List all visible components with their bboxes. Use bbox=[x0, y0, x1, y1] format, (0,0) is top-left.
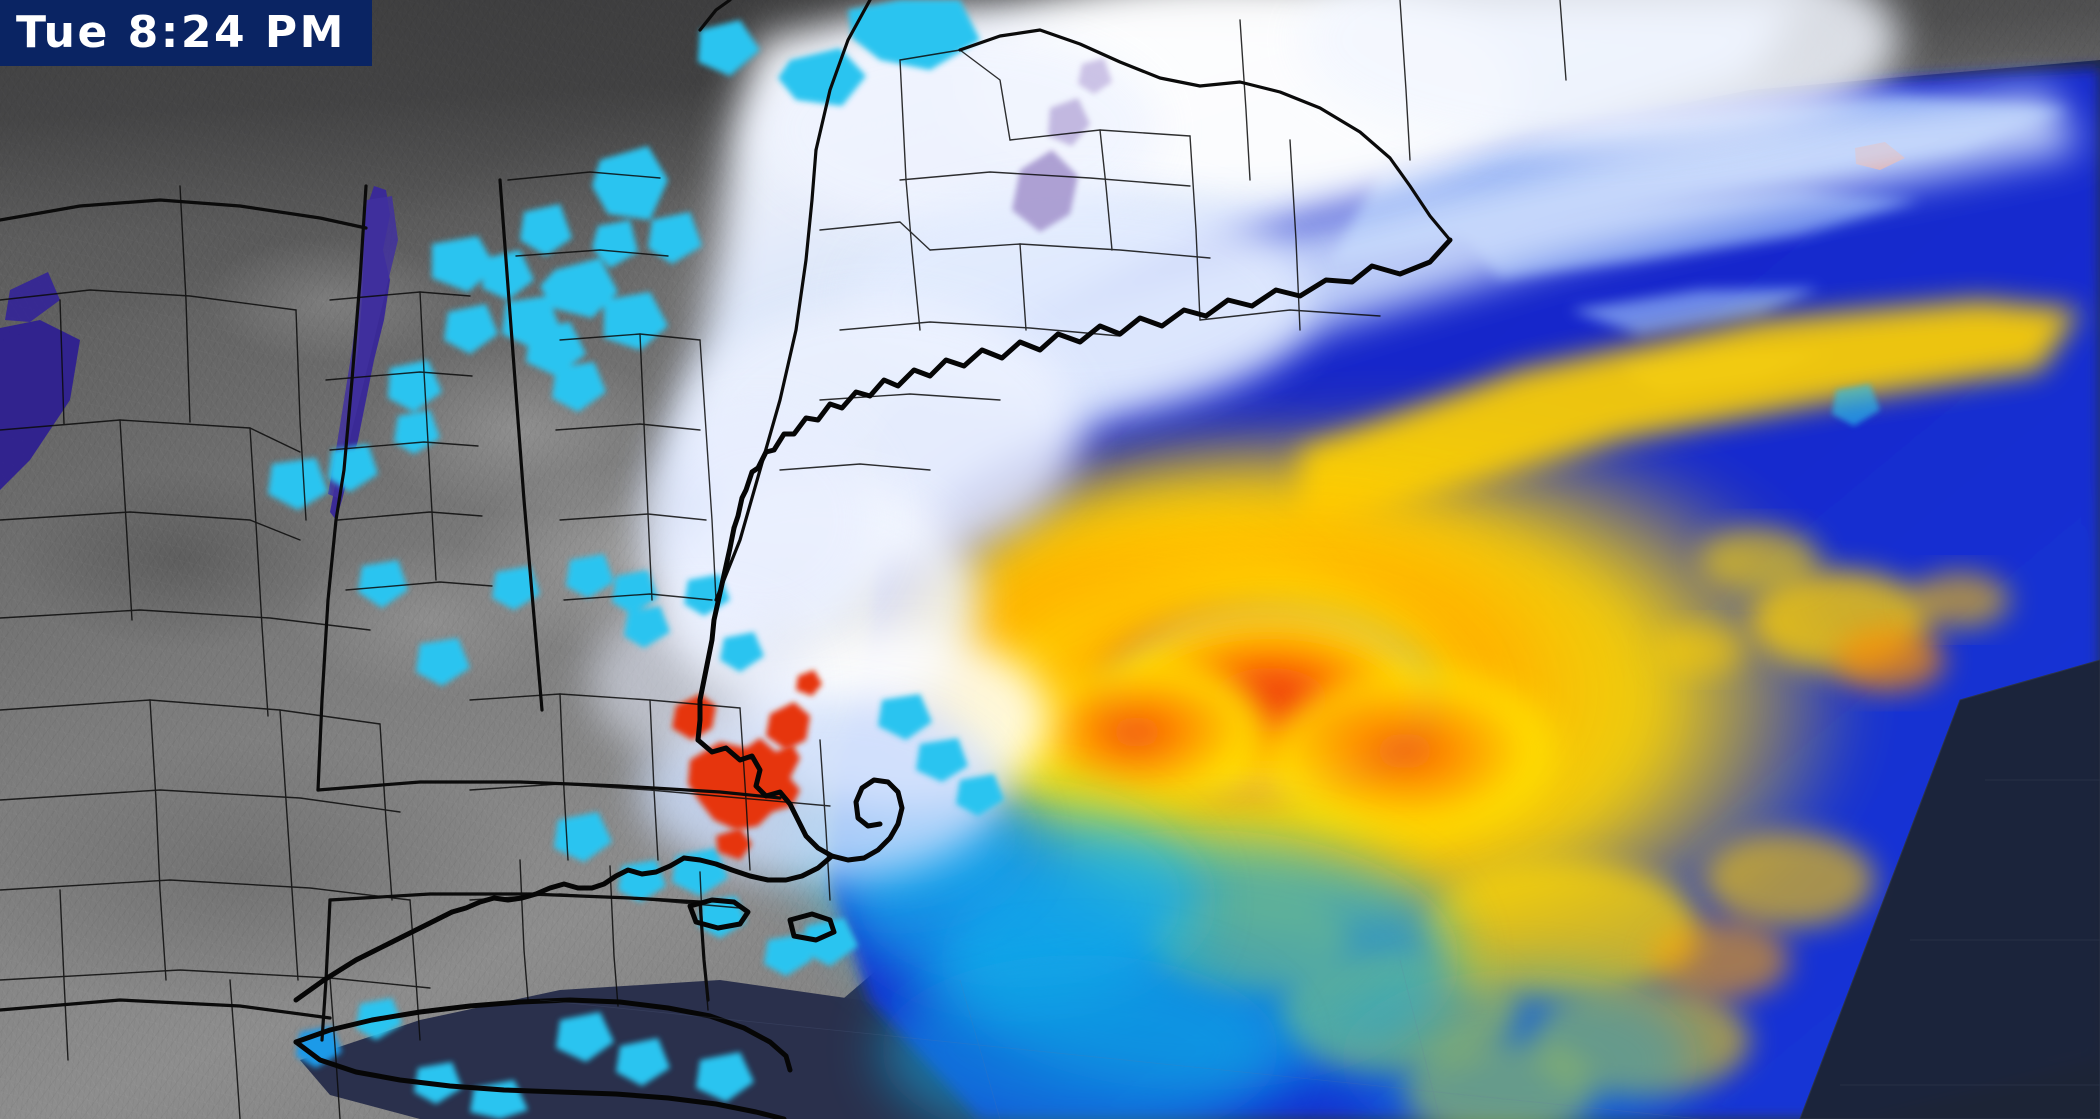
lake-ontario bbox=[0, 320, 80, 490]
radar-coverage-edge bbox=[1799, 659, 2100, 1119]
graticule bbox=[539, 959, 1701, 1119]
coastlines bbox=[293, 237, 1453, 1119]
radar-echo-main-core bbox=[850, 300, 2080, 1119]
timestamp-label: Tue 8:24 PM bbox=[16, 7, 346, 58]
county-borders bbox=[0, 0, 1567, 1119]
radar-echo-mixed-precip bbox=[1012, 150, 1078, 232]
lake-champlain-wide bbox=[328, 196, 398, 498]
political-borders-layer bbox=[0, 0, 1567, 1119]
timestamp-banner: Tue 8:24 PM bbox=[0, 0, 372, 66]
